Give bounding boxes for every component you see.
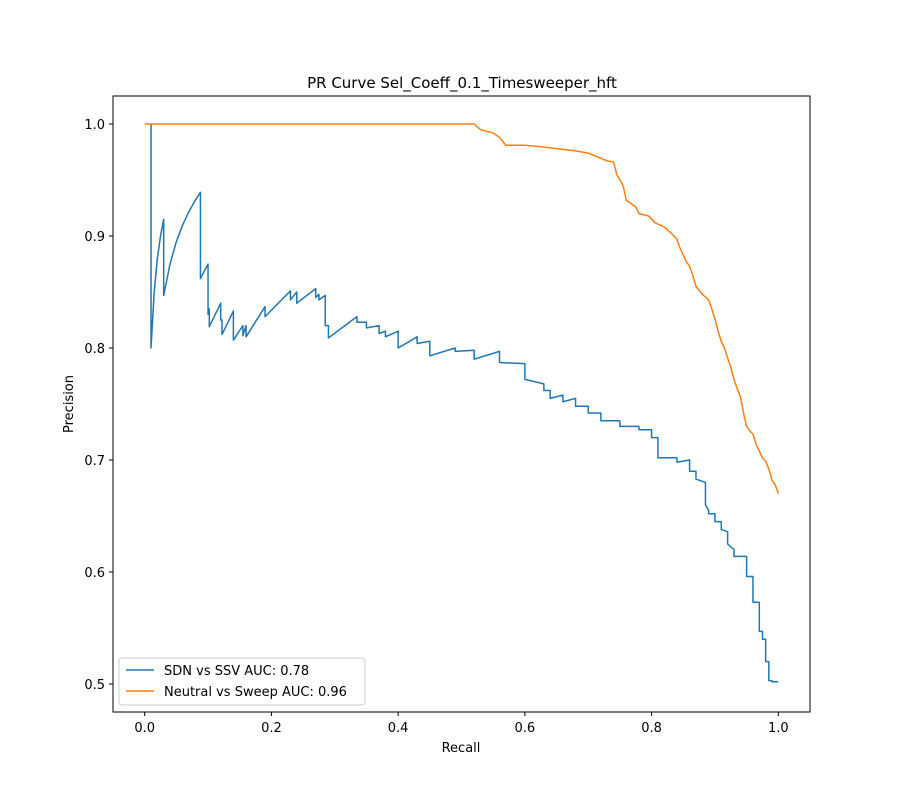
x-tick-label: 0.0 bbox=[134, 721, 155, 736]
y-axis: 0.5 0.6 0.7 0.8 0.9 1.0 bbox=[84, 118, 113, 693]
x-axis: 0.0 0.2 0.4 0.6 0.8 1.0 bbox=[134, 712, 789, 736]
legend-label-neutral-vs-sweep: Neutral vs Sweep AUC: 0.96 bbox=[164, 685, 347, 700]
x-tick-label: 0.8 bbox=[641, 721, 662, 736]
y-tick-label: 0.7 bbox=[84, 454, 105, 469]
series-line-neutral-vs-sweep bbox=[144, 123, 780, 494]
axes-frame bbox=[112, 95, 811, 713]
x-tick-label: 1.0 bbox=[768, 721, 789, 736]
plot-area bbox=[112, 95, 811, 713]
y-tick-label: 0.6 bbox=[84, 566, 105, 581]
y-tick-label: 0.5 bbox=[84, 678, 105, 693]
chart-title: PR Curve Sel_Coeff_0.1_Timesweeper_hft bbox=[307, 74, 617, 93]
x-tick-label: 0.4 bbox=[388, 721, 409, 736]
legend: SDN vs SSV AUC: 0.78 Neutral vs Sweep AU… bbox=[118, 657, 366, 706]
y-tick-label: 1.0 bbox=[84, 118, 105, 133]
y-tick-label: 0.9 bbox=[84, 230, 105, 245]
legend-label-sdn-vs-ssv: SDN vs SSV AUC: 0.78 bbox=[164, 664, 309, 679]
legend-frame bbox=[118, 657, 366, 706]
x-tick-label: 0.6 bbox=[515, 721, 536, 736]
series-line-sdn-vs-ssv bbox=[150, 124, 779, 683]
y-axis-label: Precision bbox=[62, 375, 77, 433]
series-lines bbox=[144, 123, 780, 683]
x-tick-label: 0.2 bbox=[261, 721, 282, 736]
x-axis-label: Recall bbox=[442, 741, 481, 756]
y-tick-label: 0.8 bbox=[84, 342, 105, 357]
